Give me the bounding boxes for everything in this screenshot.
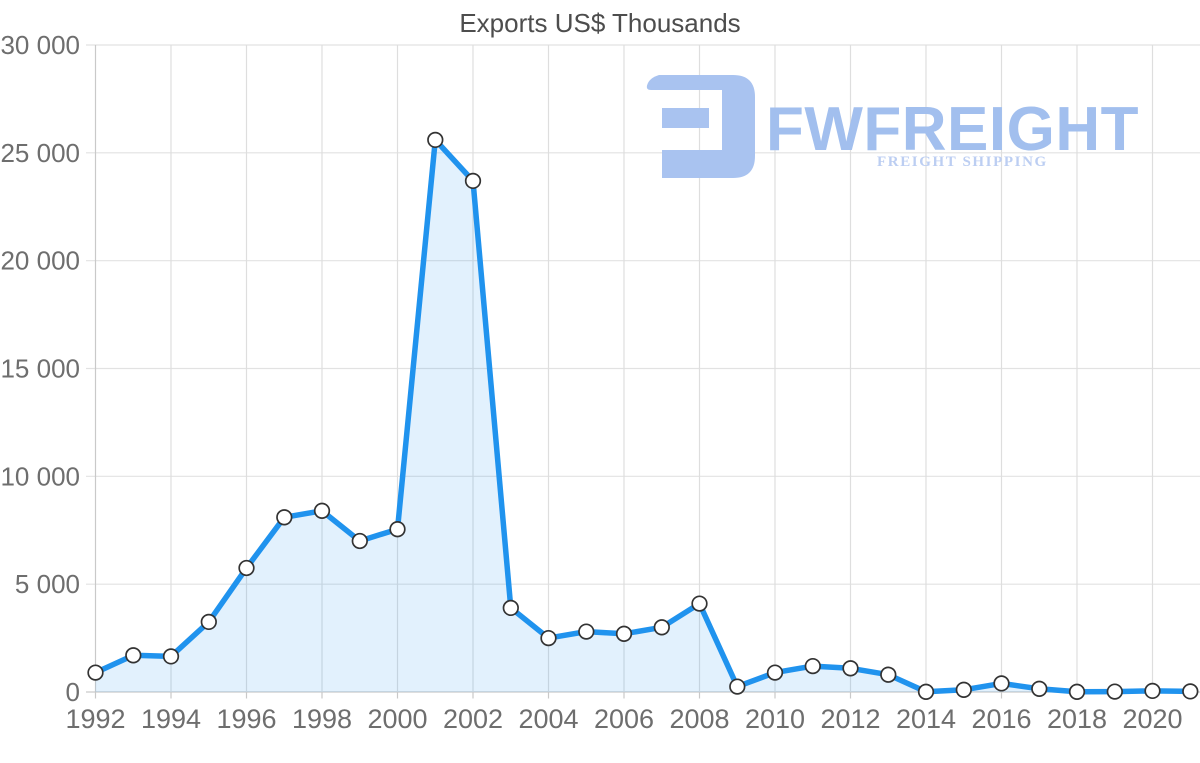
y-axis-tick-label: 10 000 (0, 461, 80, 491)
data-point-2006[interactable] (615, 625, 633, 642)
data-point-2005[interactable] (578, 623, 595, 640)
data-point-2010[interactable] (766, 664, 784, 681)
data-point-2015[interactable] (955, 681, 972, 698)
x-axis-tick-label: 2008 (669, 704, 729, 734)
data-point-2014[interactable] (917, 683, 935, 700)
data-point-2019[interactable] (1106, 683, 1123, 700)
data-point-2000[interactable] (389, 521, 406, 538)
x-axis-tick-label: 2014 (896, 704, 956, 734)
data-point-2001[interactable] (427, 131, 444, 149)
data-point-2009[interactable] (729, 678, 746, 695)
data-point-2003[interactable] (502, 599, 519, 617)
data-point-2013[interactable] (880, 666, 897, 683)
data-point-1996[interactable] (238, 559, 255, 577)
x-axis-tick-label: 1994 (141, 704, 201, 734)
data-point-2021[interactable] (1182, 683, 1199, 700)
x-axis-tick-label: 1998 (292, 704, 352, 734)
chart-title: Exports US$ Thousands (459, 8, 741, 38)
data-point-2017[interactable] (1031, 680, 1048, 697)
y-axis-tick-label: 5 000 (15, 569, 80, 599)
data-point-2020[interactable] (1144, 682, 1161, 700)
x-axis-tick-label: 2018 (1047, 704, 1107, 734)
x-axis-tick-label: 1996 (216, 704, 276, 734)
data-point-1994[interactable] (162, 648, 180, 665)
data-point-1995[interactable] (200, 613, 217, 631)
y-axis-tick-label: 0 (66, 677, 80, 707)
data-point-2002[interactable] (464, 172, 482, 190)
data-point-1997[interactable] (276, 509, 293, 526)
data-point-2012[interactable] (842, 660, 859, 677)
x-axis-tick-label: 2020 (1122, 704, 1182, 734)
series-area-fill (95, 139, 1191, 692)
y-axis-tick-label: 15 000 (0, 354, 80, 384)
data-point-2018[interactable] (1068, 683, 1086, 700)
y-axis-tick-label: 30 000 (0, 30, 80, 60)
x-axis-tick-label: 2002 (443, 704, 503, 734)
x-axis-tick-label: 2006 (594, 704, 654, 734)
x-axis-tick-label: 2004 (518, 704, 578, 734)
x-axis-tick-label: 2000 (367, 704, 427, 734)
data-point-2004[interactable] (540, 629, 557, 647)
x-axis-tick-label: 2016 (971, 704, 1031, 734)
y-axis-tick-label: 20 000 (0, 246, 80, 276)
y-axis-tick-label: 25 000 (0, 138, 80, 168)
data-point-2007[interactable] (653, 619, 670, 636)
data-point-2016[interactable] (993, 675, 1010, 692)
data-point-1992[interactable] (87, 664, 104, 681)
data-point-2011[interactable] (804, 657, 821, 675)
data-point-1998[interactable] (313, 502, 331, 519)
x-axis-tick-label: 2010 (745, 704, 805, 734)
data-point-1999[interactable] (351, 532, 368, 550)
x-axis-tick-label: 2012 (820, 704, 880, 734)
data-point-2008[interactable] (691, 595, 708, 612)
x-axis-tick-label: 1992 (65, 704, 125, 734)
data-point-1993[interactable] (125, 647, 142, 664)
